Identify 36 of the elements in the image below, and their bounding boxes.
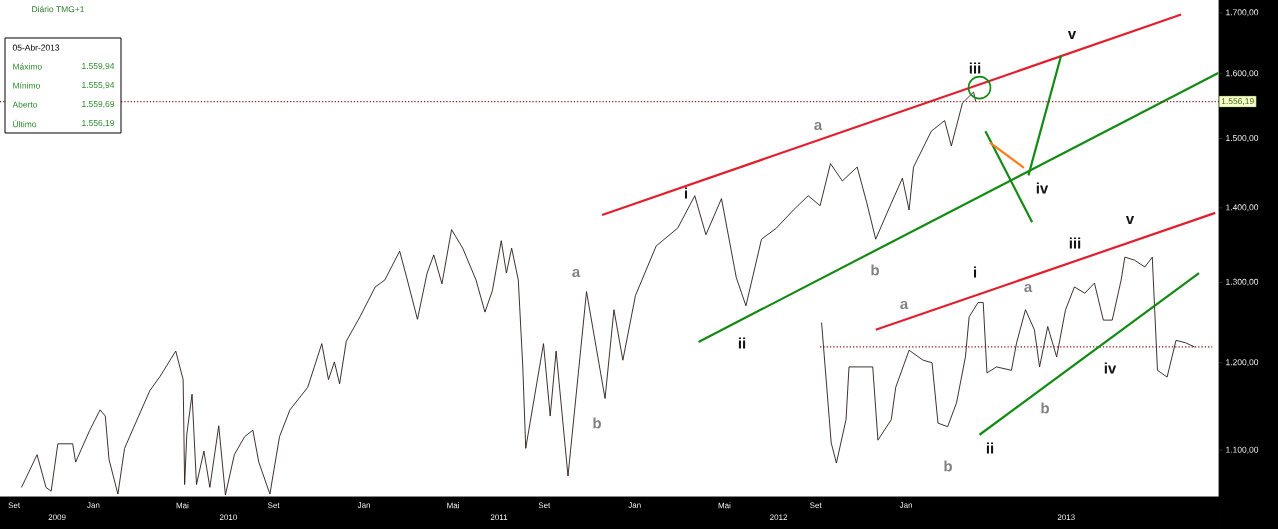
annotation: iv [1104,362,1117,374]
annotation: iii [969,62,981,74]
annotation: ii [986,442,994,454]
y-tick-label: 1.200,00 [1226,359,1259,367]
annotation: 1.559,69 [82,101,115,108]
annotation: b [1041,402,1049,414]
y-tick-label: 1.400,00 [1226,204,1259,212]
annotation: v [1067,31,1077,39]
text: Diário TMG+1 [32,5,85,13]
annotation: 1.559,94 [82,63,115,70]
annotation: b [593,417,601,429]
annotation: a [1024,283,1033,293]
annotation: a [572,268,581,278]
annotation: a [814,121,823,131]
annotation: i [684,187,688,199]
y-tick-label: 1.300,00 [1226,278,1259,286]
annotation: Mínimo [13,82,40,89]
annotation: i [973,266,977,278]
annotation: Aberto [12,101,38,108]
annotation: iv [1036,182,1049,194]
annotation: Último [13,119,37,128]
annotation: 1.555,94 [82,82,115,89]
annotation: Máximo [13,63,42,70]
annotation: iii [1069,237,1081,249]
annotation: b [944,460,952,472]
annotation: b [871,264,879,276]
y-tick-label: 1.100,00 [1226,446,1259,454]
annotation: 1.556,19 [82,120,115,127]
y-tick-label: 1.600,00 [1226,70,1259,78]
annotation: a [900,300,909,310]
annotation: ii [738,337,746,349]
ref-line-label: 1.556,19 [1221,98,1254,106]
annotation: v [1125,216,1135,224]
y-tick-label: 1.700,00 [1226,9,1259,17]
y-tick-label: 1.500,00 [1226,135,1259,143]
annotation: 05-Abr-2013 [12,44,60,51]
